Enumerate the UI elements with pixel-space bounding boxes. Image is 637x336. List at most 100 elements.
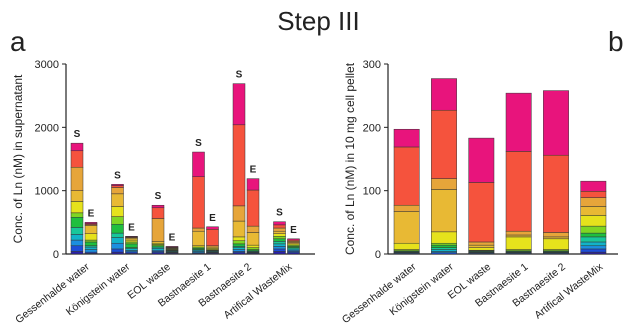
- a-bar-s-segment: [70, 239, 84, 247]
- b-bar-segment: [393, 128, 420, 148]
- a-bar-s-segment: [70, 150, 84, 168]
- a-bar-s-segment: [273, 238, 286, 242]
- a-bar-s-segment: [70, 190, 84, 202]
- b-bar-segment: [468, 182, 495, 243]
- a-bar-e-segment: [125, 239, 138, 243]
- b-bar-segment: [468, 244, 495, 248]
- a-category-label: Gessenhalde water: [13, 261, 92, 326]
- b-category-label: Artifical WasteMix: [532, 260, 605, 321]
- a-bar-s-segment: [70, 245, 84, 252]
- b-bar-segment: [543, 232, 569, 238]
- panel-b-label: b: [608, 26, 624, 57]
- figure-title: Step III: [277, 6, 360, 36]
- a-bar-s-segment: [273, 246, 286, 250]
- a-bar-s-segment: [232, 247, 246, 250]
- a-bar-e-segment: [125, 248, 138, 251]
- b-bar-segment: [580, 197, 607, 207]
- b-bar-segment: [580, 206, 607, 216]
- a-bar-label-s: S: [276, 208, 283, 219]
- a-bar-e-segment: [84, 246, 98, 250]
- b-bar-segment: [431, 244, 457, 248]
- b-y-tick-label: 200: [363, 122, 381, 134]
- a-bar-s-segment: [151, 207, 165, 219]
- a-bar-e-segment: [287, 238, 300, 241]
- a-bar-s-segment: [232, 205, 246, 222]
- b-bar-segment: [431, 247, 457, 250]
- a-bar-e-segment: [246, 189, 260, 227]
- a-bar-s-segment: [111, 184, 124, 186]
- b-bar-segment: [505, 92, 532, 152]
- a-bar-s-segment: [232, 236, 246, 241]
- b-bar-segment: [431, 109, 457, 179]
- a-bar-s-segment: [70, 217, 84, 228]
- b-bar-segment: [431, 178, 457, 190]
- b-bar-segment: [431, 78, 457, 111]
- a-bar-s-segment: [111, 248, 124, 253]
- a-bar-s-segment: [111, 187, 124, 195]
- a-bar-s-segment: [273, 221, 286, 226]
- a-bar-e-segment: [206, 226, 219, 230]
- a-bar-s-segment: [70, 234, 84, 241]
- b-bar-segment: [468, 137, 495, 183]
- a-bar-s-segment: [273, 251, 286, 255]
- a-y-tick-label: 1000: [35, 186, 59, 198]
- a-bar-s-segment: [232, 243, 246, 247]
- a-bar-label-e: E: [128, 222, 135, 233]
- a-bar-s-segment: [151, 241, 165, 244]
- a-bar-label-s: S: [74, 129, 81, 140]
- b-bar-segment: [580, 241, 607, 247]
- a-bar-label-e: E: [209, 213, 216, 224]
- a-bar-e-segment: [246, 232, 260, 246]
- a-bar-e-segment: [84, 233, 98, 241]
- b-bar-segment: [505, 151, 532, 232]
- b-bar-segment: [580, 191, 607, 198]
- a-bar-e-segment: [84, 222, 98, 224]
- b-bar-segment: [505, 230, 532, 236]
- a-bar-s-segment: [273, 243, 286, 247]
- a-bar-s-segment: [232, 83, 246, 126]
- b-bar-segment: [543, 238, 569, 250]
- a-bar-s-segment: [70, 166, 84, 191]
- b-bar-segment: [580, 180, 607, 192]
- a-bar-s-segment: [273, 224, 286, 229]
- a-bar-s-segment: [70, 212, 84, 218]
- a-bar-s-segment: [111, 232, 124, 238]
- b-bar-segment: [431, 249, 457, 252]
- a-bar-s-segment: [151, 218, 165, 242]
- b-y-axis-label: Conc. of Ln (nM) in 10 mg cell pellet: [343, 62, 357, 255]
- a-category-label: Artifical WasteMix: [222, 260, 295, 321]
- a-bar-label-s: S: [195, 138, 202, 149]
- a-bar-label-s: S: [114, 170, 121, 181]
- a-bar-e-segment: [165, 246, 179, 248]
- a-bar-s-segment: [273, 233, 286, 237]
- b-bar-segment: [393, 211, 420, 244]
- a-bar-e-segment: [206, 229, 219, 247]
- a-bar-e-segment: [246, 247, 260, 250]
- a-bar-e-segment: [125, 236, 138, 238]
- a-bar-s-segment: [232, 240, 246, 245]
- a-bar-s-segment: [192, 227, 205, 232]
- b-bar-segment: [431, 242, 457, 246]
- a-bar-e-segment: [246, 244, 260, 248]
- a-bar-s-segment: [111, 237, 124, 244]
- a-bar-s-segment: [273, 248, 286, 252]
- b-y-tick-label: 0: [375, 249, 381, 261]
- a-bar-e-segment: [246, 225, 260, 233]
- a-bar-label-s: S: [155, 191, 162, 202]
- b-bar-segment: [393, 242, 420, 250]
- b-bar-segment: [431, 231, 457, 244]
- a-bar-s-segment: [192, 151, 205, 177]
- a-bar-label-e: E: [88, 208, 95, 219]
- a-bar-label-e: E: [250, 165, 257, 176]
- b-bar-segment: [580, 215, 607, 227]
- a-bar-s-segment: [70, 251, 84, 255]
- b-bar-segment: [580, 236, 607, 243]
- a-bar-label-e: E: [169, 232, 176, 243]
- b-bar-segment: [393, 204, 420, 212]
- a-bar-s-segment: [273, 230, 286, 234]
- a-bar-e-segment: [125, 237, 138, 241]
- a-y-tick-label: 3000: [35, 59, 59, 71]
- b-bar-segment: [543, 236, 569, 240]
- a-bar-label-s: S: [236, 70, 243, 81]
- b-bar-segment: [431, 189, 457, 233]
